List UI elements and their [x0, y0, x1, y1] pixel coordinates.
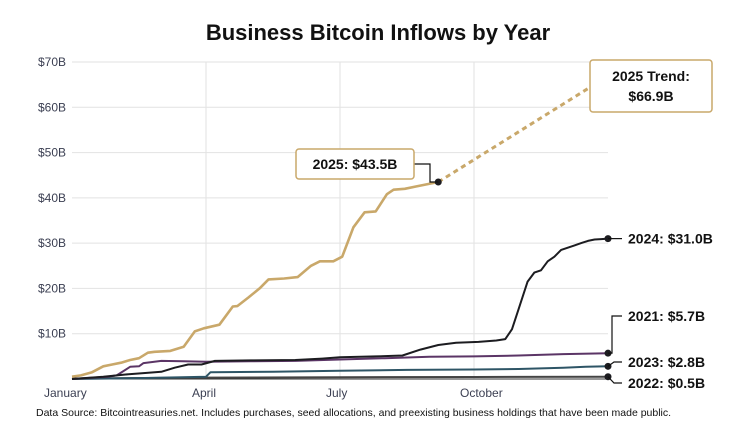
- end-label-2022: 2022: $0.5B: [628, 375, 705, 391]
- end-label-2025: 2025: $43.5B: [313, 156, 398, 172]
- source-note: Data Source: Bitcointreasuries.net. Incl…: [36, 407, 671, 419]
- trend-callout-value: $66.9B: [628, 88, 673, 104]
- end-label-2024: 2024: $31.0B: [628, 231, 713, 247]
- label-connector-2021: [608, 315, 622, 354]
- x-tick-label: April: [192, 386, 216, 400]
- trend-callout-label: 2025 Trend:: [612, 68, 690, 84]
- trend-line-2025: [437, 74, 609, 184]
- labels-layer: 2024: $31.0B 2021: $5.7B 2023: $2.8B 2022: …: [295, 59, 713, 391]
- grid: [72, 61, 608, 379]
- trend-callout-box: [589, 59, 713, 113]
- y-tick-label: $50B: [38, 146, 66, 160]
- y-tick-label: $70B: [38, 55, 66, 69]
- x-tick-label: January: [44, 386, 87, 400]
- y-tick-label: $40B: [38, 191, 66, 205]
- callout-connector-2025: [414, 163, 439, 183]
- callout-box-2025: [295, 148, 415, 180]
- series-line-2024: [71, 237, 609, 380]
- y-tick-label: $30B: [38, 236, 66, 250]
- x-tick-label: October: [460, 386, 503, 400]
- end-label-2023: 2023: $2.8B: [628, 354, 705, 370]
- chart-title: Business Bitcoin Inflows by Year: [206, 20, 551, 45]
- series-line-2025: [71, 180, 439, 378]
- label-connector-2022: [607, 376, 622, 384]
- series-line-2023: [71, 365, 609, 380]
- series-layer: [71, 74, 612, 381]
- axes: $10B $20B $30B $40B $50B $60B $70B January April…: [38, 55, 608, 400]
- end-label-2021: 2021: $5.7B: [628, 308, 705, 324]
- y-tick-label: $10B: [38, 327, 66, 341]
- x-tick-label: July: [326, 386, 347, 400]
- y-tick-label: $20B: [38, 281, 66, 295]
- label-connector-2023: [607, 361, 622, 367]
- y-tick-label: $60B: [38, 100, 66, 114]
